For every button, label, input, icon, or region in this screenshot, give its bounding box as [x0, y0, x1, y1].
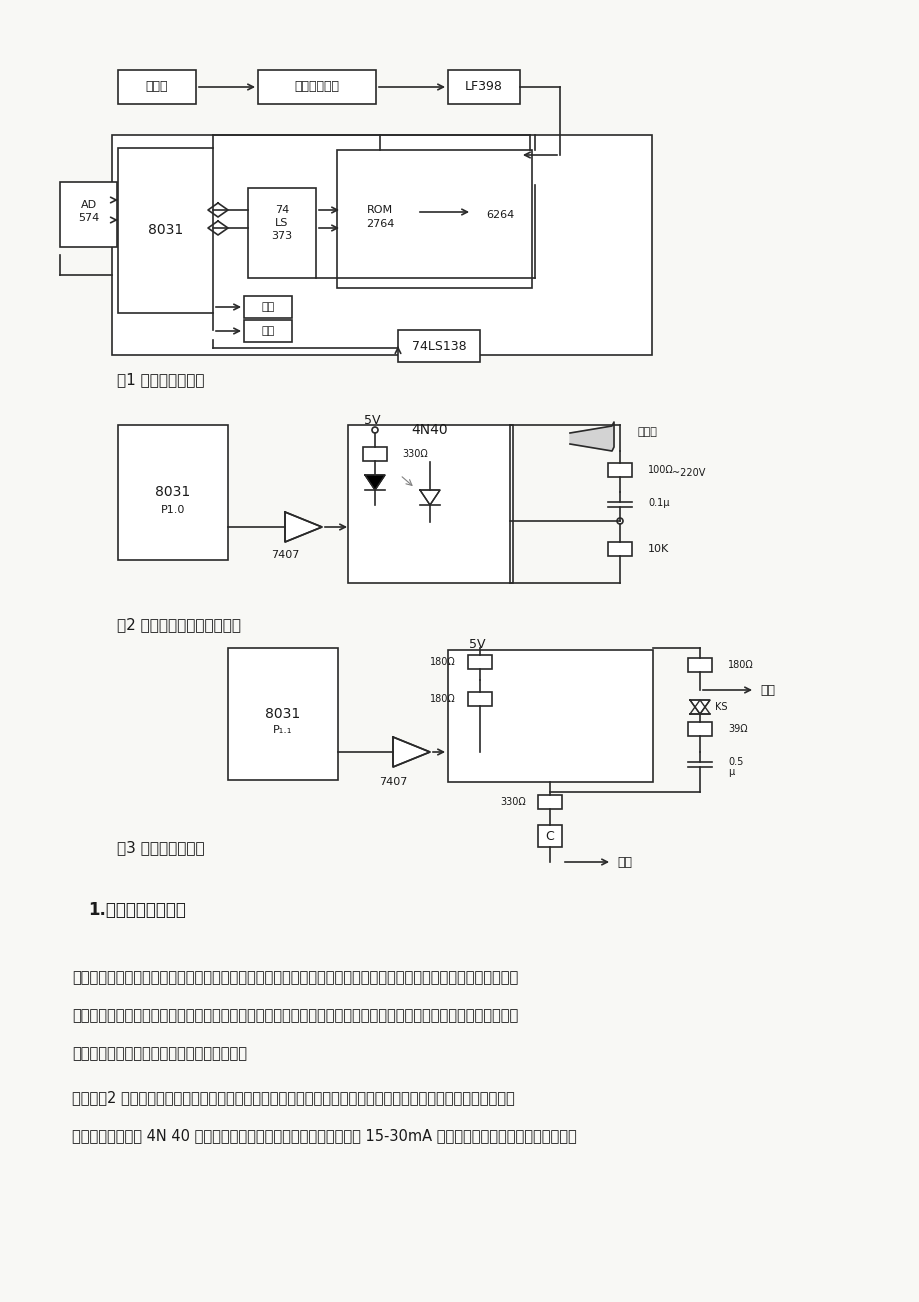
- Text: 39Ω: 39Ω: [727, 724, 747, 734]
- Text: 图2 不电耦合器驱动接口电路: 图2 不电耦合器驱动接口电路: [117, 617, 241, 633]
- Text: P1.0: P1.0: [161, 505, 185, 516]
- Text: 74LS138: 74LS138: [411, 340, 466, 353]
- Polygon shape: [365, 475, 384, 490]
- Text: 5V: 5V: [469, 638, 484, 651]
- Text: 停止: 停止: [261, 326, 275, 336]
- Bar: [347, 424, 513, 583]
- Polygon shape: [570, 422, 613, 450]
- Bar: [538, 796, 562, 809]
- Text: LS: LS: [275, 217, 289, 228]
- Text: AD: AD: [81, 201, 97, 210]
- Polygon shape: [689, 700, 709, 713]
- Text: 全波线性检波: 全波线性检波: [294, 81, 339, 94]
- Bar: [60, 182, 117, 247]
- Text: 图3 交流接触器接口: 图3 交流接触器接口: [117, 841, 204, 855]
- Text: 4N40: 4N40: [411, 423, 448, 437]
- Text: ROM: ROM: [367, 204, 392, 215]
- Bar: [448, 650, 652, 783]
- Text: 7407: 7407: [379, 777, 407, 786]
- Text: 5V: 5V: [363, 414, 380, 427]
- Bar: [118, 70, 196, 104]
- Text: 373: 373: [271, 230, 292, 241]
- Text: 相线: 相线: [759, 684, 774, 697]
- Bar: [228, 648, 337, 780]
- Text: 7407: 7407: [270, 549, 299, 560]
- Text: 扬声器: 扬声器: [637, 427, 657, 437]
- Bar: [112, 135, 652, 355]
- Text: 180Ω: 180Ω: [430, 694, 456, 704]
- Bar: [244, 320, 291, 342]
- Text: 极管驱动接口，光电耦合器驱动接口，液晶显示器驱动接口，晶闸管输出型驱动接口和继电器型驱动接口。控制扬声: 极管驱动接口，光电耦合器驱动接口，液晶显示器驱动接口，晶闸管输出型驱动接口和继电…: [72, 1009, 517, 1023]
- Text: 电路如图2 所示。晶闸管输出型光电耦合器的输出端是光敏晶闸管。当光电耦合器的输入端有一定的电流流入时，: 电路如图2 所示。晶闸管输出型光电耦合器的输出端是光敏晶闸管。当光电耦合器的输入…: [72, 1091, 515, 1105]
- Text: 0.5: 0.5: [727, 756, 743, 767]
- Text: ~220V: ~220V: [671, 467, 705, 478]
- Text: 单片机处理完数据后，发出控制信号控制外电路工作，开关型驱动接口中单片机控制输出的信号是开关量，有发光二: 单片机处理完数据后，发出控制信号控制外电路工作，开关型驱动接口中单片机控制输出的…: [72, 970, 517, 986]
- Text: 主电路: 主电路: [145, 81, 168, 94]
- Bar: [398, 329, 480, 362]
- Text: 74: 74: [275, 204, 289, 215]
- Text: 1.报警接口电路设计: 1.报警接口电路设计: [88, 901, 186, 919]
- Text: 0.1μ: 0.1μ: [647, 497, 669, 508]
- Text: 8031: 8031: [265, 707, 301, 721]
- Text: 8031: 8031: [148, 223, 184, 237]
- Bar: [342, 185, 416, 279]
- Bar: [471, 185, 527, 279]
- Bar: [468, 691, 492, 706]
- Text: KS: KS: [714, 702, 727, 712]
- Text: 180Ω: 180Ω: [727, 660, 753, 671]
- Text: 6264: 6264: [485, 210, 514, 220]
- Bar: [248, 187, 315, 279]
- Text: LF398: LF398: [465, 81, 503, 94]
- Bar: [538, 825, 562, 848]
- Bar: [363, 447, 387, 461]
- Text: 2764: 2764: [366, 219, 393, 229]
- Text: C: C: [545, 829, 554, 842]
- Text: 零线: 零线: [617, 855, 631, 868]
- Bar: [607, 464, 631, 477]
- Bar: [336, 150, 531, 288]
- Text: 图1 系统电路原理图: 图1 系统电路原理图: [117, 372, 204, 388]
- Polygon shape: [420, 490, 439, 505]
- Text: 10K: 10K: [647, 544, 668, 553]
- Polygon shape: [392, 737, 429, 767]
- Text: μ: μ: [727, 767, 733, 777]
- Bar: [257, 70, 376, 104]
- Polygon shape: [285, 512, 322, 542]
- Text: 180Ω: 180Ω: [430, 658, 456, 667]
- Text: 器采用的是晶闸管输出型光电耦合驱动接口。: 器采用的是晶闸管输出型光电耦合驱动接口。: [72, 1047, 246, 1061]
- Bar: [118, 424, 228, 560]
- Text: 330Ω: 330Ω: [402, 449, 427, 460]
- Text: 100Ω: 100Ω: [647, 465, 673, 475]
- Bar: [244, 296, 291, 318]
- Bar: [448, 70, 519, 104]
- Text: 晶闸管导通。采用 4N 40 单相晶闸管输出型光电耦合器，当输入端有 15-30mA 的电流时输出端的晶闸管导通。输出: 晶闸管导通。采用 4N 40 单相晶闸管输出型光电耦合器，当输入端有 15-30…: [72, 1129, 576, 1143]
- Bar: [607, 542, 631, 556]
- Text: 574: 574: [78, 214, 99, 223]
- Text: 8031: 8031: [155, 486, 190, 499]
- Text: P₁.₁: P₁.₁: [273, 725, 292, 736]
- Bar: [468, 655, 492, 669]
- Bar: [118, 148, 213, 312]
- Text: 330Ω: 330Ω: [500, 797, 526, 807]
- Text: 报警: 报警: [261, 302, 275, 312]
- Bar: [687, 658, 711, 672]
- Bar: [687, 723, 711, 736]
